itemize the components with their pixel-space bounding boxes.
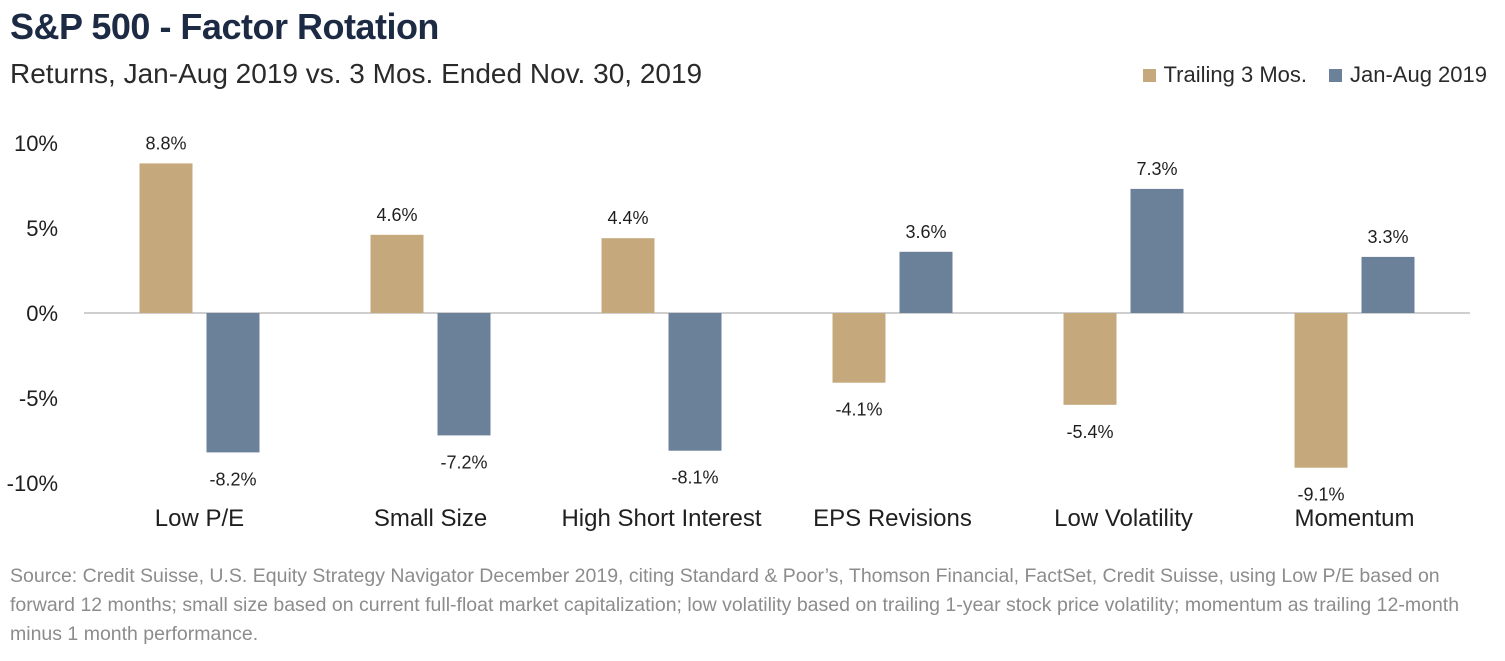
legend-item-janaug: Jan-Aug 2019 [1329,62,1487,88]
bar-trailing [832,313,886,383]
bar-chart: 10% 5% 0% -5% -10% 8.8% -8.2% Low P/E 4.6% -7.2% S… [7,131,1470,532]
legend-label-trailing: Trailing 3 Mos. [1163,62,1307,87]
x-category-label: EPS Revisions [813,505,972,532]
legend-label-janaug: Jan-Aug 2019 [1350,62,1487,87]
chart-title: S&P 500 - Factor Rotation [10,6,439,47]
data-label: -8.2% [209,469,256,489]
legend-swatch-trailing [1142,68,1156,82]
bar-janaug [1361,256,1415,313]
bar-trailing [1294,313,1348,468]
y-tick-label: -5% [19,386,58,411]
data-label: -4.1% [835,400,882,420]
data-label: -7.2% [440,452,487,472]
x-category-label: Low P/E [155,505,244,532]
x-category-label: Momentum [1294,505,1414,532]
source-note: Source: Credit Suisse, U.S. Equity Strat… [10,565,1460,645]
data-label: 3.3% [1367,227,1408,247]
bar-janaug [1130,188,1184,313]
data-label: 3.6% [905,222,946,242]
data-label: 8.8% [145,133,186,153]
data-label: -8.1% [671,468,718,488]
bar-trailing [601,238,655,313]
data-label: 7.3% [1136,159,1177,179]
x-category-label: High Short Interest [561,505,761,532]
y-tick-label: -10% [7,471,58,496]
legend-item-trailing: Trailing 3 Mos. [1142,62,1307,88]
data-label: -9.1% [1297,485,1344,505]
bar-trailing [370,234,424,313]
y-tick-label: 5% [26,216,58,241]
bar-janaug [437,313,491,436]
data-label: 4.4% [607,208,648,228]
chart-subtitle: Returns, Jan-Aug 2019 vs. 3 Mos. Ended N… [10,58,703,89]
x-category-label: Low Volatility [1054,505,1193,532]
bar-janaug [668,313,722,451]
data-label: 4.6% [376,205,417,225]
data-label: -5.4% [1066,422,1113,442]
x-category-label: Small Size [374,505,487,532]
bar-janaug [206,313,260,453]
y-tick-label: 10% [14,131,58,156]
bar-trailing [1063,313,1117,405]
bar-trailing [139,163,193,313]
y-tick-label: 0% [26,301,58,326]
legend-swatch-janaug [1329,68,1342,82]
legend: Trailing 3 Mos. Jan-Aug 2019 [1121,62,1487,88]
bar-janaug [899,251,953,313]
